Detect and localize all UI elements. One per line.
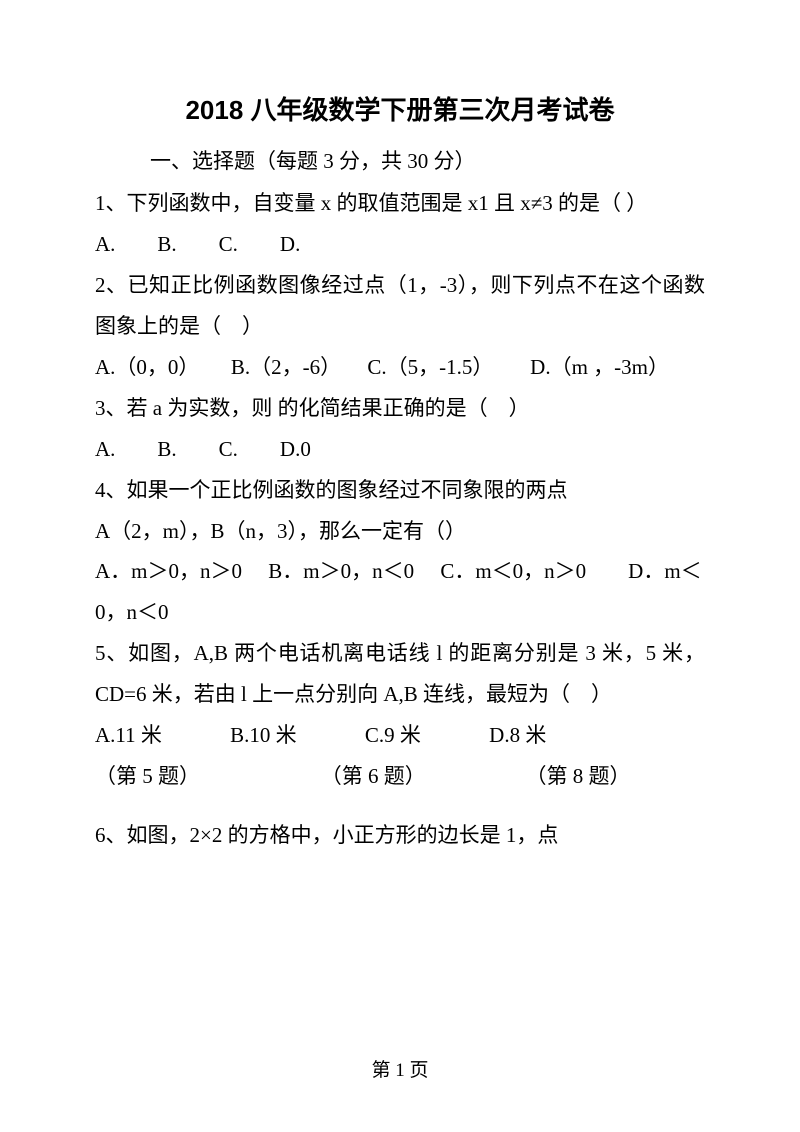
question-5-options: A.11 米 B.10 米 C.9 米 D.8 米 <box>95 715 705 756</box>
question-4-line2: A（2，m），B（n，3），那么一定有（） <box>95 511 705 552</box>
question-6: 6、如图，2×2 的方格中，小正方形的边长是 1，点 <box>95 815 705 856</box>
question-5: 5、如图，A,B 两个电话机离电话线 l 的距离分别是 3 米，5 米，CD=6… <box>95 633 705 715</box>
question-4-line1: 4、如果一个正比例函数的图象经过不同象限的两点 <box>95 470 705 511</box>
question-1: 1、下列函数中，自变量 x 的取值范围是 x1 且 x≠3 的是（ ） <box>95 183 705 224</box>
question-3: 3、若 a 为实数，则 的化简结果正确的是（ ） <box>95 388 705 429</box>
question-3-options: A. B. C. D.0 <box>95 429 705 470</box>
section-header: 一、选择题（每题 3 分，共 30 分） <box>95 145 705 175</box>
question-1-options: A. B. C. D. <box>95 224 705 265</box>
question-4-options: A．m＞0，n＞0 B．m＞0，n＜0 C．m＜0，n＞0 D．m＜0，n＜0 <box>95 551 705 633</box>
page-footer: 第 1 页 <box>0 1055 800 1082</box>
question-2-options: A.（0，0） B.（2，-6） C.（5，-1.5） D.（m ，-3m） <box>95 347 705 388</box>
figure-labels: （第 5 题） （第 6 题） （第 8 题） <box>95 756 705 797</box>
page-title: 2018 八年级数学下册第三次月考试卷 <box>95 90 705 127</box>
question-2: 2、已知正比例函数图像经过点（1，-3），则下列点不在这个函数图象上的是（ ） <box>95 265 705 347</box>
spacer <box>95 797 705 815</box>
